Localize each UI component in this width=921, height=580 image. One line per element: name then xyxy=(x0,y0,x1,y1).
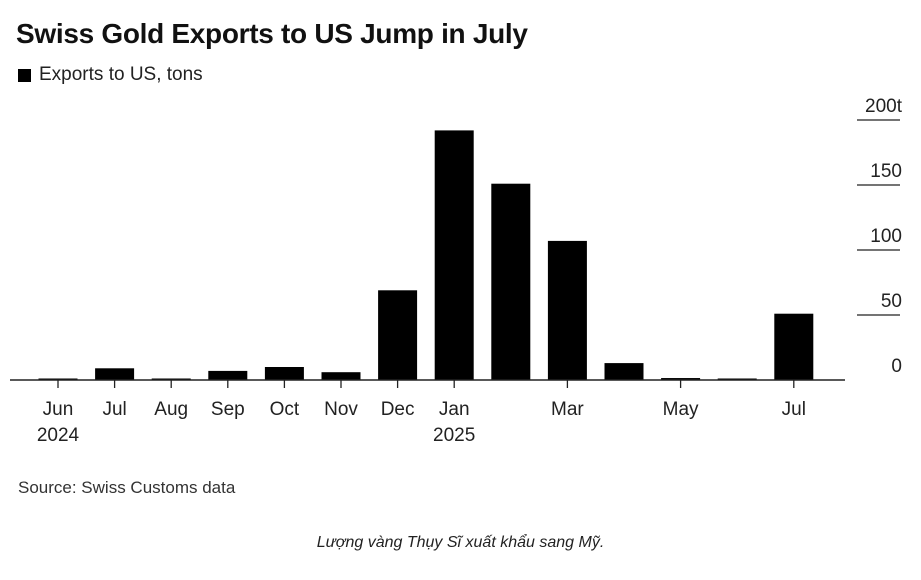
x-tick-label: 2025 xyxy=(433,425,475,446)
bar xyxy=(604,363,644,380)
x-tick-label: Sep xyxy=(211,399,245,420)
x-tick-label: Aug xyxy=(154,399,188,420)
x-tick-label: Oct xyxy=(270,399,300,420)
x-tick-label: Jul xyxy=(782,399,806,420)
y-tick-label: 100 xyxy=(870,226,902,247)
chart-legend: Exports to US, tons xyxy=(18,64,203,86)
bar xyxy=(208,370,248,380)
legend-swatch xyxy=(18,68,31,82)
y-tick-label: 150 xyxy=(870,161,902,182)
x-tick-label: Jun xyxy=(43,399,74,420)
y-tick-label: 0 xyxy=(891,356,902,377)
bar xyxy=(378,290,418,380)
bar xyxy=(491,183,531,380)
x-tick-label: Nov xyxy=(324,399,358,420)
bar-series xyxy=(38,130,814,380)
x-tick-label: May xyxy=(663,399,699,420)
legend-label: Exports to US, tons xyxy=(39,64,203,85)
y-axis: 200t 150 100 50 0 xyxy=(857,96,903,377)
y-tick-label: 200t xyxy=(865,96,903,117)
bar xyxy=(547,240,587,380)
bar xyxy=(434,130,474,380)
bar xyxy=(264,367,304,380)
bar xyxy=(95,368,135,380)
x-tick-label: Dec xyxy=(381,399,415,420)
source-note: Source: Swiss Customs data xyxy=(18,478,236,497)
x-tick-label: Jul xyxy=(102,399,126,420)
x-tick-label: Mar xyxy=(551,399,584,420)
y-tick-label: 50 xyxy=(881,291,902,312)
x-axis: Jun 2024 Jul Aug Sep Oct Nov Dec Jan 2025 Mar May Ju… xyxy=(37,380,806,446)
chart-title: Swiss Gold Exports to US Jump in July xyxy=(16,18,528,49)
x-tick-label: Jan xyxy=(439,399,470,420)
bar xyxy=(774,313,814,380)
bar xyxy=(661,378,701,380)
image-caption: Lượng vàng Thụy Sĩ xuất khẩu sang Mỹ. xyxy=(316,534,605,551)
x-tick-label: 2024 xyxy=(37,425,80,446)
bar xyxy=(321,372,361,380)
